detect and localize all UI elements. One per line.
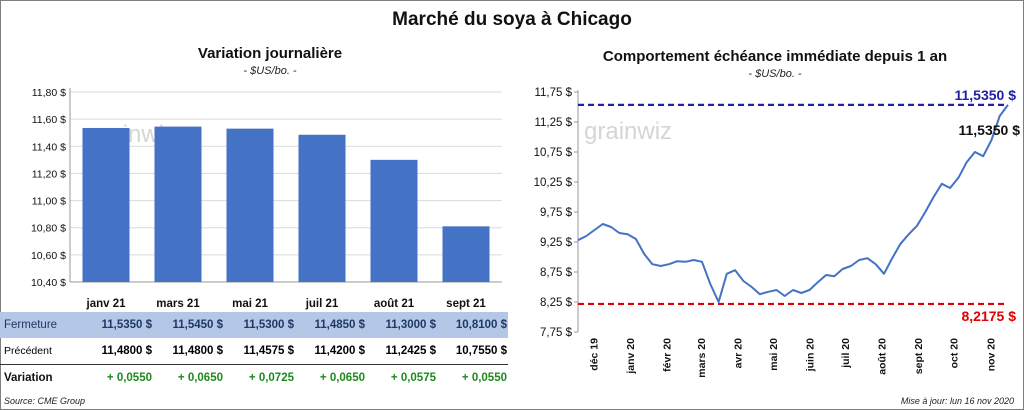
y-tick-label: 10,80 $ xyxy=(31,223,66,235)
y-tick-label: 8,25 $ xyxy=(540,297,573,309)
x-tick-label: sept 20 xyxy=(913,338,925,374)
x-tick-label: janv 21 xyxy=(86,298,127,310)
left-panel-unit: - $US/bo. - xyxy=(243,65,297,77)
y-tick-label: 10,60 $ xyxy=(31,250,66,262)
x-tick-label: mars 20 xyxy=(696,338,708,378)
update-note: Mise à jour: lun 16 nov 2020 xyxy=(900,396,1014,406)
x-tick-label: janv 20 xyxy=(625,338,637,375)
table-row-previous: Précédent 11,4800 $ 11,4800 $ 11,4575 $ … xyxy=(0,338,508,365)
table-cell: 10,7550 $ xyxy=(437,338,508,365)
table-cell: + 0,0650 xyxy=(319,372,365,384)
bar xyxy=(370,159,418,282)
bar-chart: grainwiz 10,40 $10,60 $10,80 $11,00 $11,… xyxy=(31,87,502,310)
x-tick-label: mai 20 xyxy=(768,338,780,371)
high-label: 11,5350 $ xyxy=(954,87,1016,103)
x-tick-label: sept 21 xyxy=(446,298,486,310)
left-panel-title: Variation journalière xyxy=(197,45,343,62)
x-tick-label: juin 20 xyxy=(805,338,817,372)
table-cell: 11,5300 $ xyxy=(224,312,295,338)
low-label: 8,2175 $ xyxy=(962,308,1017,324)
y-tick-label: 11,60 $ xyxy=(32,114,66,126)
watermark-logo: grainwiz xyxy=(584,118,672,145)
bar xyxy=(154,126,202,282)
row-label: Précédent xyxy=(0,338,82,365)
y-tick-label: 10,75 $ xyxy=(534,147,573,159)
x-tick-label: juil 20 xyxy=(840,338,852,369)
bar xyxy=(226,128,274,282)
y-tick-label: 11,00 $ xyxy=(32,196,66,208)
table-row-variation: Variation + 0,0550 + 0,0650 + 0,0725 + 0… xyxy=(0,365,508,392)
table-cell: 11,4200 $ xyxy=(295,338,366,365)
x-tick-label: mai 21 xyxy=(232,298,268,310)
table-cell: + 0,0550 xyxy=(461,372,507,384)
x-tick-label: déc 19 xyxy=(588,338,600,371)
price-table: Fermeture 11,5350 $ 11,5450 $ 11,5300 $ … xyxy=(0,312,508,391)
y-tick-label: 11,80 $ xyxy=(32,87,66,99)
price-line xyxy=(577,104,1009,303)
main-title: Marché du soya à Chicago xyxy=(392,9,632,30)
line-chart: grainwiz 7,75 $ 8,25 $ 8,75 $ 9,25 $ 9,75 $ 1… xyxy=(534,87,1021,378)
y-tick-label: 11,25 $ xyxy=(534,117,572,129)
row-label: Variation xyxy=(4,372,53,384)
source-note: Source: CME Group xyxy=(4,396,86,406)
x-tick-label: févr 20 xyxy=(662,338,674,372)
table-row-close: Fermeture 11,5350 $ 11,5450 $ 11,5300 $ … xyxy=(0,312,508,338)
y-tick-label: 9,75 $ xyxy=(540,207,573,219)
y-tick-label: 7,75 $ xyxy=(540,327,573,339)
x-tick-label: mars 21 xyxy=(156,298,200,310)
table-cell: 11,4575 $ xyxy=(224,338,295,365)
table-cell: + 0,0650 xyxy=(177,372,223,384)
right-panel-title: Comportement échéance immédiate depuis 1… xyxy=(602,48,948,65)
bar xyxy=(442,226,490,282)
table-cell: + 0,0550 xyxy=(106,372,152,384)
table-cell: 10,8100 $ xyxy=(437,312,508,338)
y-tick-label: 11,40 $ xyxy=(32,141,66,153)
table-cell: 11,4850 $ xyxy=(295,312,366,338)
y-tick-label: 11,20 $ xyxy=(32,168,66,180)
table-cell: 11,4800 $ xyxy=(82,338,153,365)
table-cell: 11,3000 $ xyxy=(366,312,437,338)
table-cell: 11,2425 $ xyxy=(366,338,437,365)
x-tick-label: août 21 xyxy=(374,298,415,310)
bar xyxy=(298,134,346,282)
y-tick-label: 9,25 $ xyxy=(540,237,573,249)
x-tick-label: oct 20 xyxy=(949,338,961,369)
table-cell: 11,4800 $ xyxy=(153,338,224,365)
y-tick-label: 11,75 $ xyxy=(534,87,572,99)
x-tick-label: nov 20 xyxy=(985,338,997,371)
table-cell: 11,5450 $ xyxy=(153,312,224,338)
bar xyxy=(82,127,130,282)
x-tick-label: juil 21 xyxy=(305,298,339,310)
table-cell: 11,5350 $ xyxy=(82,312,153,338)
table-cell: + 0,0725 xyxy=(248,372,294,384)
y-tick-label: 10,40 $ xyxy=(31,277,66,289)
right-panel-unit: - $US/bo. - xyxy=(748,68,802,80)
x-tick-label: avr 20 xyxy=(732,338,744,369)
table-cell: + 0,0575 xyxy=(390,372,436,384)
watermark-text: grainwiz xyxy=(584,118,672,145)
y-tick-label: 8,75 $ xyxy=(540,267,573,279)
y-tick-label: 10,25 $ xyxy=(534,177,573,189)
last-value-label: 11,5350 $ xyxy=(958,122,1020,138)
row-label: Fermeture xyxy=(0,312,82,338)
x-tick-label: août 20 xyxy=(877,338,889,375)
